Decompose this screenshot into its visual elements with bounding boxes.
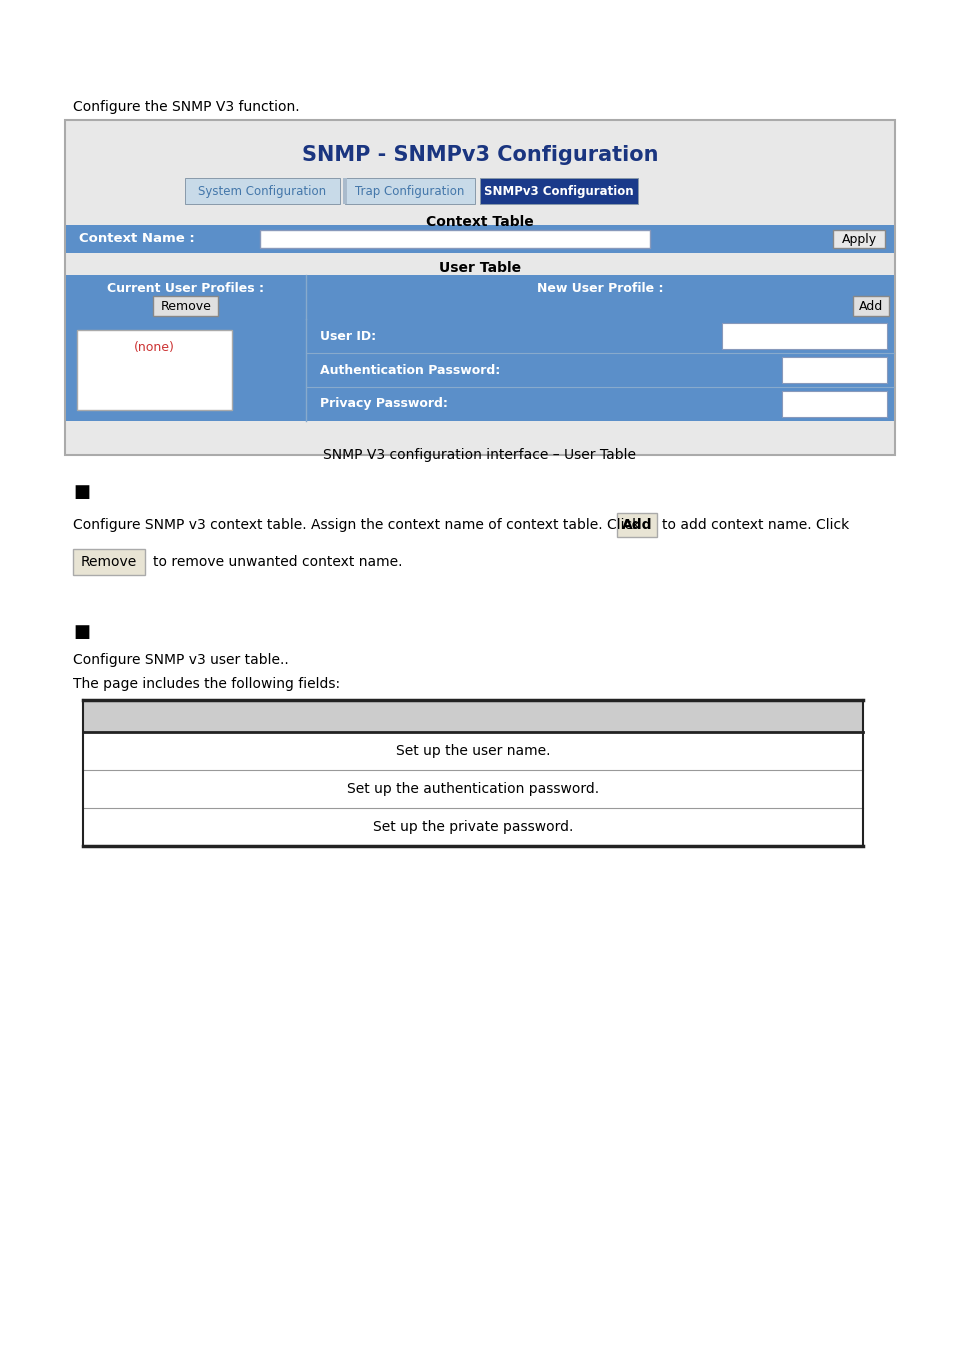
Bar — [832, 230, 884, 248]
Text: Set up the authentication password.: Set up the authentication password. — [347, 782, 598, 796]
Text: Remove: Remove — [81, 555, 137, 568]
Bar — [77, 329, 232, 410]
Text: Configure the SNMP V3 function.: Configure the SNMP V3 function. — [73, 100, 299, 113]
Text: The page includes the following fields:: The page includes the following fields: — [73, 676, 340, 691]
Text: Configure SNMP v3 context table. Assign the context name of context table. Click: Configure SNMP v3 context table. Assign … — [73, 518, 639, 532]
Bar — [260, 230, 649, 248]
Bar — [781, 392, 886, 417]
Text: User Table: User Table — [438, 261, 520, 275]
Text: Current User Profiles :: Current User Profiles : — [108, 282, 264, 296]
Bar — [66, 275, 893, 319]
Text: to add context name. Click: to add context name. Click — [661, 518, 848, 532]
Text: User ID:: User ID: — [319, 329, 375, 343]
Bar — [65, 120, 894, 455]
Bar — [66, 225, 893, 252]
Text: ■: ■ — [73, 622, 90, 641]
Bar — [852, 296, 888, 316]
Text: Apply: Apply — [841, 232, 876, 246]
Text: SNMP V3 configuration interface – User Table: SNMP V3 configuration interface – User T… — [323, 448, 636, 462]
Text: Authentication Password:: Authentication Password: — [319, 363, 499, 377]
Text: to remove unwanted context name.: to remove unwanted context name. — [152, 555, 402, 568]
Bar — [185, 178, 339, 204]
Text: Set up the user name.: Set up the user name. — [395, 744, 550, 757]
Bar — [153, 296, 218, 316]
Text: Context Table: Context Table — [426, 215, 534, 230]
Bar — [721, 323, 886, 350]
Bar — [343, 178, 347, 204]
Bar — [345, 178, 475, 204]
Text: Add: Add — [621, 518, 652, 532]
Text: New User Profile :: New User Profile : — [537, 282, 662, 296]
Text: Remove: Remove — [160, 300, 212, 312]
Bar — [479, 178, 638, 204]
Text: Set up the private password.: Set up the private password. — [373, 819, 573, 834]
Text: Configure SNMP v3 user table..: Configure SNMP v3 user table.. — [73, 653, 289, 667]
Bar — [66, 319, 893, 421]
Bar — [83, 701, 862, 732]
Text: System Configuration: System Configuration — [198, 185, 326, 197]
Text: (none): (none) — [134, 342, 174, 355]
Bar — [617, 513, 657, 537]
Text: SNMP - SNMPv3 Configuration: SNMP - SNMPv3 Configuration — [301, 144, 658, 165]
Bar — [781, 356, 886, 383]
Text: Trap Configuration: Trap Configuration — [355, 185, 464, 197]
Bar — [73, 549, 145, 575]
Text: Privacy Password:: Privacy Password: — [319, 397, 447, 410]
Text: SNMPv3 Configuration: SNMPv3 Configuration — [484, 185, 633, 197]
Text: Context Name :: Context Name : — [79, 232, 194, 246]
Text: ■: ■ — [73, 483, 90, 501]
Text: Add: Add — [858, 300, 882, 312]
